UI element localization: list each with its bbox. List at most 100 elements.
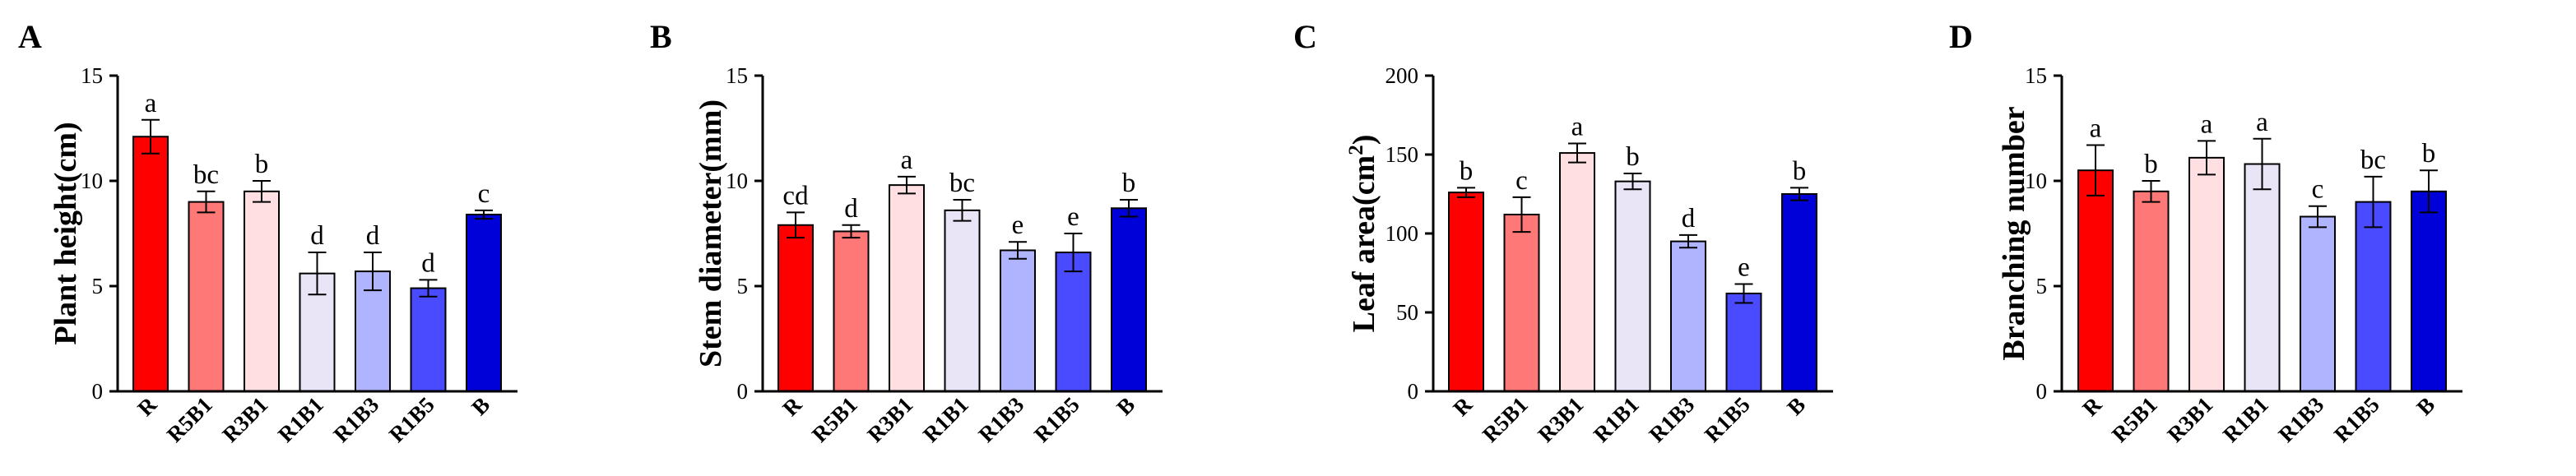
significance-letter: bc — [2360, 146, 2386, 175]
y-tick-label: 200 — [1385, 63, 1419, 88]
significance-letter: d — [1682, 204, 1696, 233]
y-tick-label: 10 — [2025, 169, 2047, 193]
bar-r1b1 — [2244, 163, 2281, 393]
x-tick-label: R1B5 — [1029, 392, 1084, 447]
significance-letter: b — [2144, 150, 2158, 179]
significance-letter: b — [1122, 169, 1136, 198]
x-tick-label: R3B1 — [2162, 392, 2217, 447]
bar-r3b1 — [244, 190, 280, 392]
bar-r3b1 — [889, 184, 925, 392]
bar-r — [777, 224, 814, 393]
significance-letter: d — [421, 248, 435, 278]
significance-letter: d — [310, 221, 324, 251]
y-axis-title-superscript: 2 — [1345, 145, 1367, 155]
panel-d: D Branching number 0 5 10 15 a Rb R5B1 a R3B1 a R1… — [1949, 18, 2462, 447]
bar-r1b1 — [1614, 180, 1651, 392]
y-tick-label: 100 — [1385, 221, 1419, 246]
x-tick-label: R5B1 — [1478, 392, 1533, 447]
significance-letter: c — [478, 179, 490, 209]
x-tick-label: B — [1782, 392, 1810, 420]
x-tick-label: R3B1 — [1533, 392, 1588, 447]
significance-letter: e — [1012, 210, 1024, 240]
significance-letter: bc — [193, 160, 219, 190]
x-tick-label: R1B5 — [384, 392, 439, 447]
x-tick-label: R1B1 — [1589, 392, 1644, 447]
significance-letter: b — [1626, 142, 1640, 172]
bar-b — [2411, 190, 2447, 392]
y-tick-label: 5 — [2036, 274, 2048, 298]
x-tick-label: R1B1 — [2218, 392, 2273, 447]
plot-area: 0 5 10 15 a Rbc R5B1 b R3B1 d R1B1 d R1B3 d R1B5 c B — [81, 63, 518, 447]
significance-letter: cd — [782, 181, 809, 210]
bar-r — [2077, 169, 2114, 392]
y-tick-label: 10 — [726, 169, 748, 193]
panel-letter: C — [1293, 18, 1317, 55]
y-tick-label: 0 — [737, 379, 749, 404]
y-tick-label: 0 — [2036, 379, 2048, 404]
bar-r — [132, 136, 169, 393]
y-tick-label: 15 — [726, 63, 748, 88]
bar-b — [1111, 207, 1147, 392]
plot-area: 0 50 100 150 200 b Rc R5B1 a R3B1 b R1B1 d R1B3 e R1B5 b… — [1385, 63, 1833, 447]
bar-r1b1 — [944, 209, 981, 392]
bar-r1b3 — [1000, 249, 1036, 393]
y-tick-label: 150 — [1385, 142, 1419, 167]
x-tick-label: R3B1 — [217, 392, 272, 447]
bar-r5b1 — [188, 201, 225, 392]
x-tick-label: R3B1 — [862, 392, 917, 447]
bar-b — [1781, 193, 1817, 392]
bar-r5b1 — [833, 230, 870, 392]
panel-c: C Leaf area(cm2) 0 50 100 150 200 b Rc R5B1 a R3B… — [1293, 18, 1833, 447]
bar-r3b1 — [2188, 156, 2225, 392]
significance-letter: b — [255, 150, 269, 179]
panel-a: A Plant height(cm) 0 5 10 15 a Rbc R5B1 b R3B1 d R… — [18, 18, 518, 447]
significance-letter: a — [1571, 113, 1584, 142]
y-tick-label: 15 — [81, 63, 103, 88]
y-tick-label: 15 — [2025, 63, 2047, 88]
x-tick-label: R5B1 — [162, 392, 217, 447]
significance-letter: c — [1515, 166, 1528, 196]
plot-area: 0 5 10 15 a Rb R5B1 a R3B1 a R1B1 c R1B3 bc R1B5 b B — [2025, 63, 2462, 447]
x-tick-label: R — [777, 392, 806, 421]
bar-r — [1448, 192, 1484, 392]
x-tick-label: R5B1 — [807, 392, 862, 447]
y-axis-title: Plant height(cm) — [49, 122, 83, 344]
bar-r1b3 — [1670, 240, 1706, 392]
y-tick-label: 5 — [737, 274, 749, 298]
bar-r1b5 — [2355, 201, 2392, 392]
bar-r1b5 — [1725, 292, 1762, 392]
panel-letter: A — [18, 18, 42, 55]
significance-letter: e — [1067, 202, 1079, 232]
significance-letter: d — [844, 194, 858, 224]
significance-letter: b — [1793, 156, 1807, 186]
y-tick-label: 10 — [81, 169, 103, 193]
significance-letter: b — [1460, 156, 1474, 186]
panel-letter: B — [650, 18, 672, 55]
bar-r1b3 — [355, 270, 391, 392]
y-axis-title: Leaf area(cm2) — [1345, 135, 1381, 333]
x-tick-label: R1B5 — [2329, 392, 2384, 447]
significance-letter: b — [2422, 139, 2436, 169]
x-tick-label: B — [466, 392, 494, 420]
y-axis-title: Stem diameter(mm) — [694, 99, 728, 367]
significance-letter: a — [2256, 108, 2268, 137]
x-tick-label: R1B3 — [973, 392, 1028, 447]
significance-letter: a — [2201, 109, 2213, 139]
y-tick-label: 50 — [1396, 300, 1418, 325]
plot-area: 0 5 10 15 cd Rd R5B1 a R3B1 bc R1B1 e R1B3 e R1B5 b B — [726, 63, 1163, 447]
x-tick-label: R1B3 — [2273, 392, 2328, 447]
significance-letter: a — [145, 89, 157, 118]
bar-r1b3 — [2300, 215, 2336, 392]
significance-letter: a — [901, 146, 913, 175]
bar-r1b5 — [410, 287, 447, 392]
panel-b: B Stem diameter(mm) 0 5 10 15 cd Rd R5B1 a R3B1 b… — [650, 18, 1163, 447]
bar-b — [466, 213, 502, 392]
y-tick-label: 5 — [92, 274, 104, 298]
x-tick-label: R1B3 — [328, 392, 383, 447]
y-tick-label: 0 — [1408, 379, 1419, 404]
panel-letter: D — [1949, 18, 1973, 55]
x-tick-label: R5B1 — [2107, 392, 2162, 447]
significance-letter: bc — [949, 169, 975, 198]
y-tick-label: 0 — [92, 379, 104, 404]
